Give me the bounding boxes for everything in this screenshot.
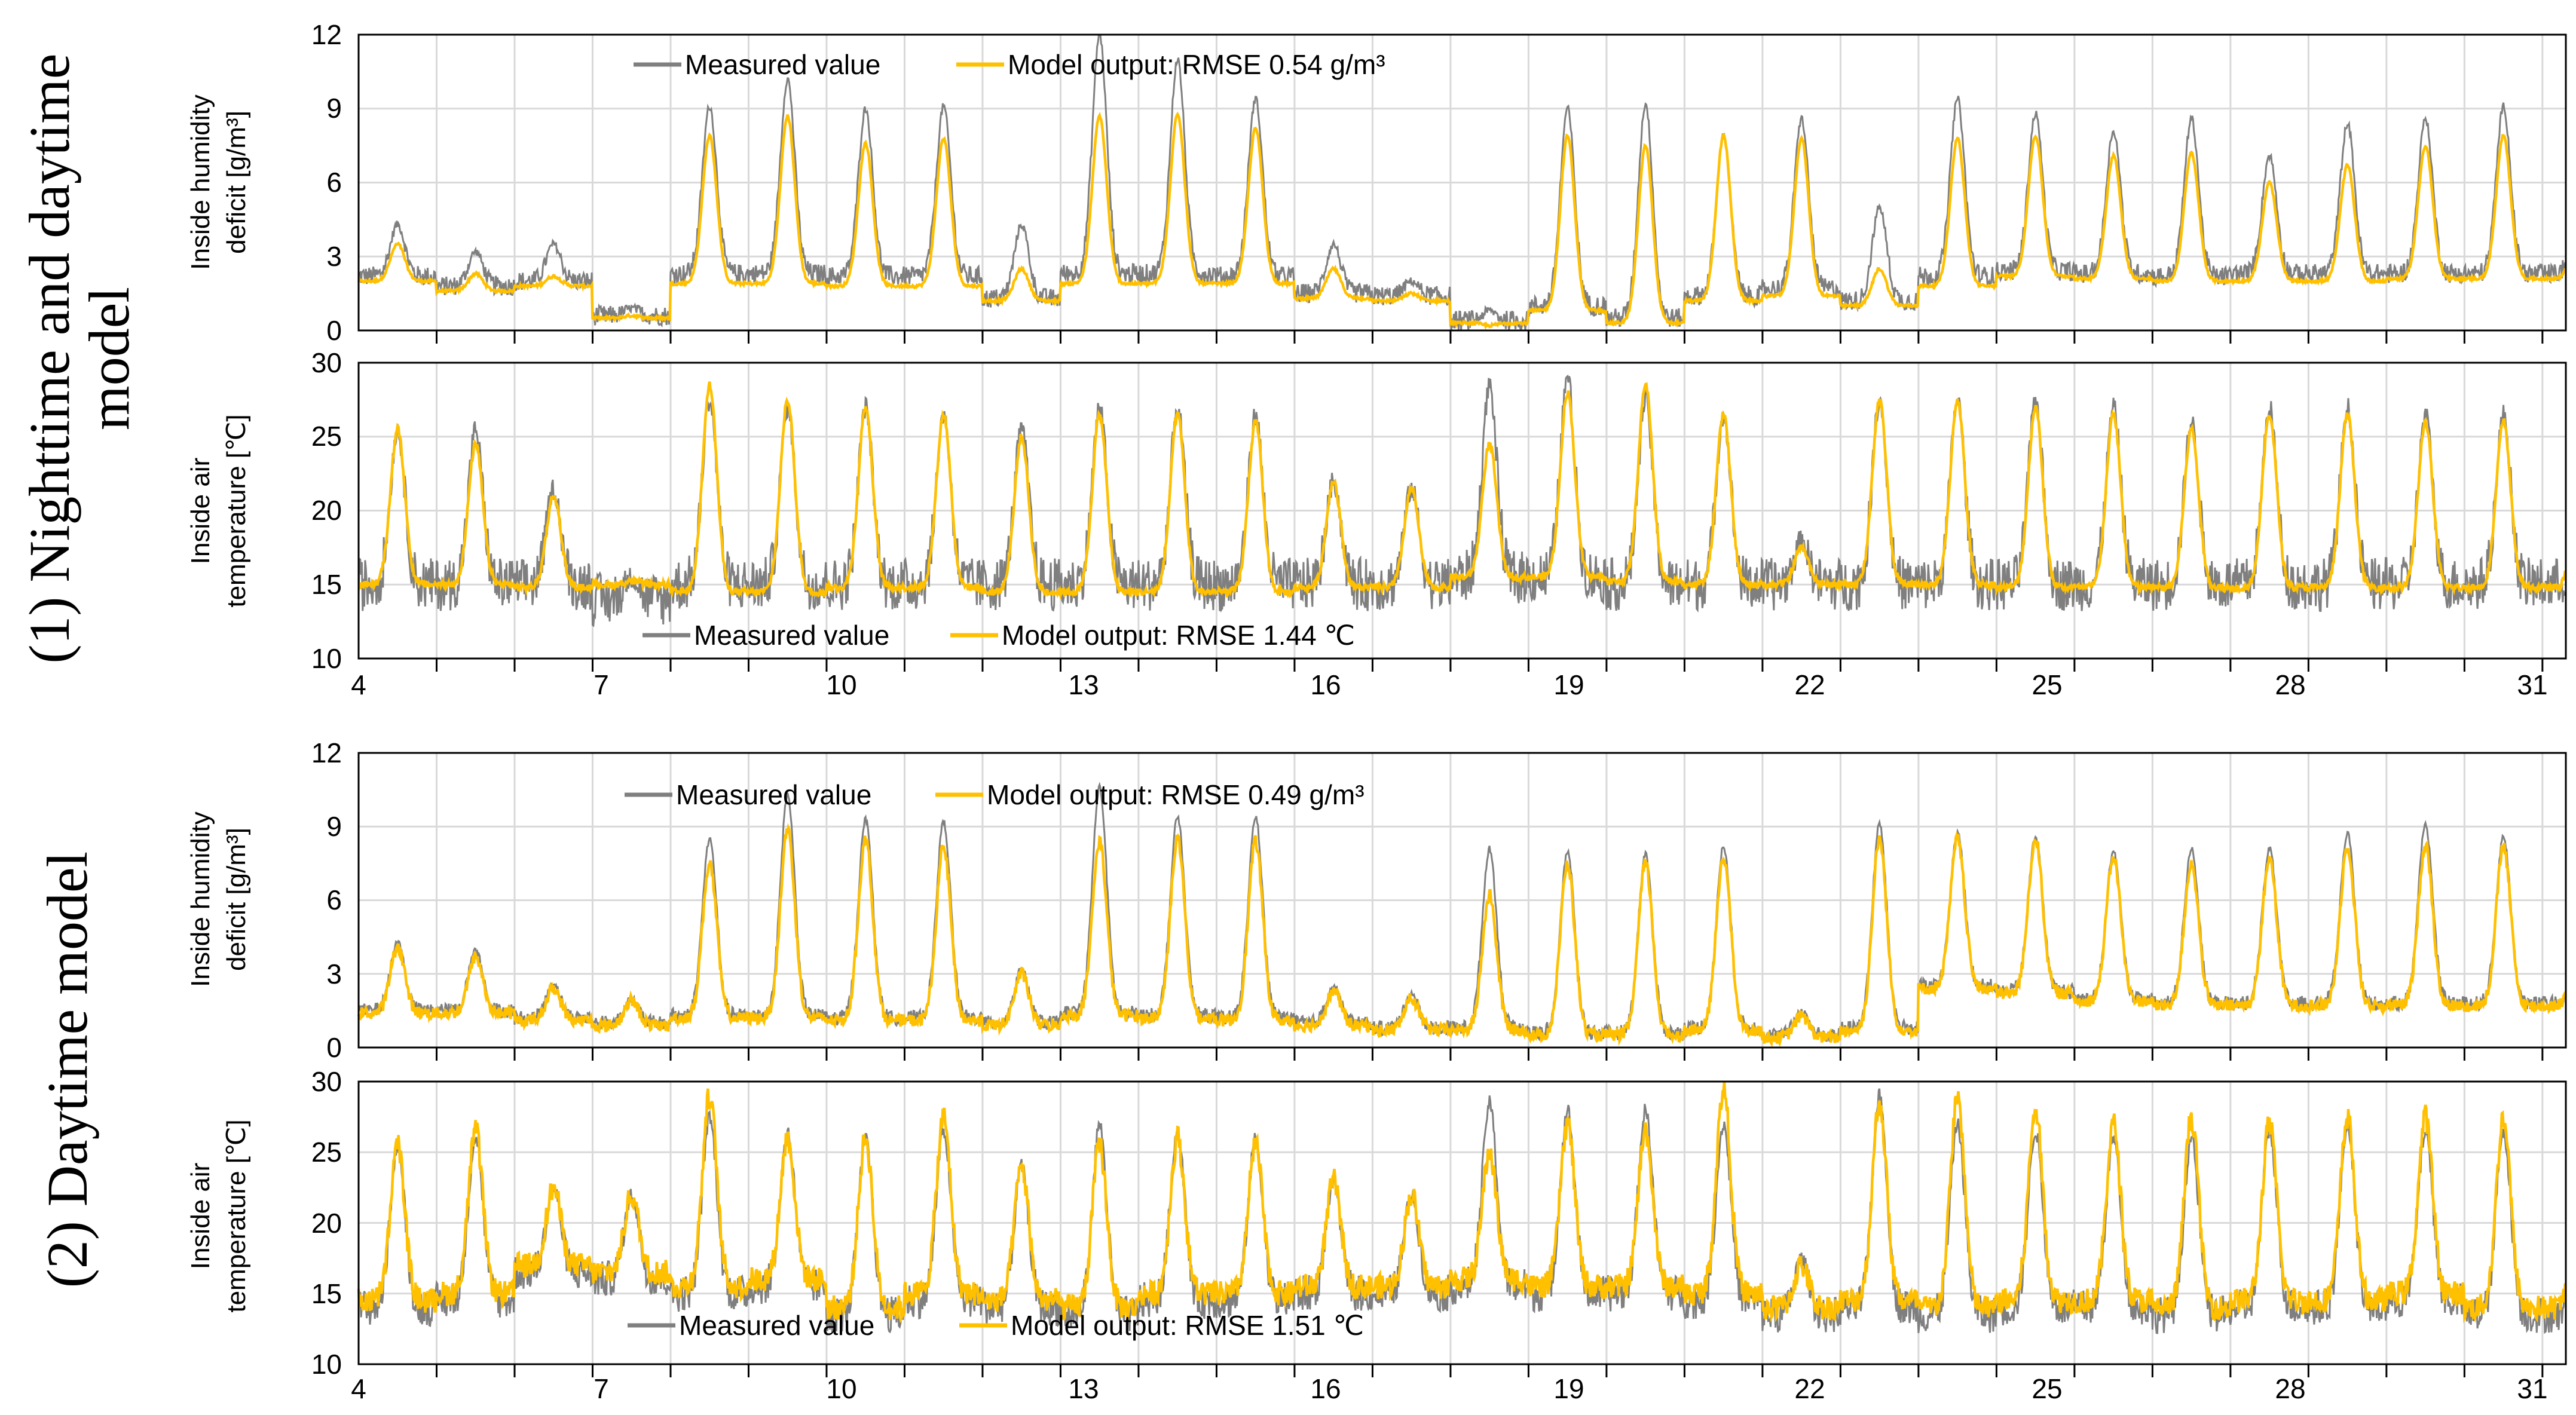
panel-2-xtick-13: 13 (1068, 669, 1099, 700)
panel-1-model-line (357, 111, 2567, 330)
panel-1-series (357, 33, 2567, 331)
panel-4-x-ticks: 4 7 10 13 16 19 22 25 28 31 (351, 1373, 2547, 1404)
panel-2-series (357, 374, 2567, 627)
panel-2-legend: Measured value Model output: RMSE 1.44 ℃ (643, 620, 1355, 651)
panel-4-series (357, 1081, 2567, 1334)
panel-2-ylabel-line2: temperature [℃] (222, 414, 251, 607)
panel-4-legend: Measured value Model output: RMSE 1.51 ℃ (628, 1310, 1364, 1341)
panel-1-grid (359, 35, 2566, 344)
panel-1-legend-model-label: Model output: RMSE 0.54 g/m³ (1008, 49, 1385, 80)
panel-3-humidity-deficit: Inside humidity deficit [g/m³] 0 3 6 9 1… (186, 737, 2567, 1063)
panel-2-ytick-0: 10 (311, 643, 342, 674)
panel-4-xtick-28: 28 (2275, 1373, 2305, 1404)
panel-2-xtick-22: 22 (1794, 669, 1825, 700)
panel-2-model-line (357, 381, 2567, 601)
panel-4-xtick-22: 22 (1794, 1373, 1825, 1404)
panel-2-xtick-4: 4 (351, 669, 366, 700)
panel-2-ytick-1: 15 (311, 569, 342, 600)
panel-1-ytick-2: 6 (326, 167, 342, 198)
panel-4-ytick-3: 25 (311, 1137, 342, 1168)
panel-4-ylabel-line2: temperature [℃] (222, 1119, 251, 1312)
section-2-label: (2) Daytime model (35, 852, 99, 1288)
panel-4-xtick-25: 25 (2032, 1373, 2062, 1404)
panel-3-ytick-4: 12 (311, 737, 342, 768)
section-1-label-line1: (1) Nighttime and daytime (17, 53, 81, 663)
panel-2-xtick-25: 25 (2032, 669, 2062, 700)
panel-4-ytick-2: 20 (311, 1208, 342, 1239)
panel-3-legend: Measured value Model output: RMSE 0.49 g… (625, 779, 1365, 810)
panel-4-xtick-31: 31 (2517, 1373, 2547, 1404)
panel-1-humidity-deficit: Inside humidity deficit [g/m³] 0 3 6 9 1… (186, 19, 2567, 346)
panel-1-legend: Measured value Model output: RMSE 0.54 g… (634, 49, 1385, 80)
panel-4-ylabel-line1: Inside air (186, 1163, 215, 1270)
panel-3-model-line (357, 823, 2566, 1048)
panel-2-legend-measured-label: Measured value (694, 620, 889, 651)
section-1-label-line2: model (77, 287, 141, 430)
panel-3-y-ticks: 0 3 6 9 12 (311, 737, 342, 1063)
panel-2-xtick-10: 10 (826, 669, 856, 700)
panel-2-xtick-16: 16 (1310, 669, 1341, 700)
panel-3-ylabel-line2: deficit [g/m³] (222, 828, 251, 971)
panel-1-ytick-4: 12 (311, 19, 342, 50)
panel-3-ytick-1: 3 (326, 958, 342, 990)
panel-3-ytick-0: 0 (326, 1032, 342, 1063)
panel-1-frame (357, 33, 2567, 332)
panel-2-ytick-3: 25 (311, 421, 342, 452)
panel-2-legend-model-label: Model output: RMSE 1.44 ℃ (1002, 620, 1355, 651)
panel-3-legend-measured-label: Measured value (676, 779, 871, 810)
panel-2-ylabel-line1: Inside air (186, 458, 215, 565)
panel-2-grid (359, 363, 2566, 672)
panel-4-frame (357, 1080, 2567, 1365)
panel-3-ytick-2: 6 (326, 884, 342, 915)
panel-4-ytick-0: 10 (311, 1349, 342, 1380)
panel-2-xtick-7: 7 (593, 669, 609, 700)
panel-3-frame (357, 752, 2567, 1049)
panel-4-xtick-16: 16 (1310, 1373, 1341, 1404)
panel-1-ytick-3: 9 (326, 93, 342, 124)
panel-4-xtick-19: 19 (1553, 1373, 1584, 1404)
panel-4-y-ticks: 10 15 20 25 30 (311, 1066, 342, 1380)
panel-1-y-ticks: 0 3 6 9 12 (311, 19, 342, 346)
panel-4-legend-model-label: Model output: RMSE 1.51 ℃ (1011, 1310, 1364, 1341)
panel-4-legend-measured-label: Measured value (679, 1310, 874, 1341)
panel-4-xtick-4: 4 (351, 1373, 366, 1404)
panel-2-x-ticks: 4 7 10 13 16 19 22 25 28 31 (351, 669, 2547, 700)
panel-4-xtick-13: 13 (1068, 1373, 1099, 1404)
panel-2-xtick-31: 31 (2517, 669, 2547, 700)
panel-3-ytick-3: 9 (326, 811, 342, 842)
panel-3-series (357, 782, 2566, 1048)
panel-1-measured-line (358, 33, 2566, 331)
panel-1-legend-measured-label: Measured value (685, 49, 880, 80)
panel-3-legend-model-label: Model output: RMSE 0.49 g/m³ (987, 779, 1365, 810)
panel-4-air-temperature: Inside air temperature [℃] 10 15 20 25 3… (186, 1066, 2567, 1404)
panel-4-ytick-1: 15 (311, 1278, 342, 1309)
panel-4-model-line (357, 1081, 2567, 1324)
panel-4-ytick-4: 30 (311, 1066, 342, 1097)
panel-2-air-temperature: Inside air temperature [℃] 10 15 20 25 3… (186, 347, 2567, 700)
panel-2-xtick-19: 19 (1553, 669, 1584, 700)
panel-1-ytick-1: 3 (326, 241, 342, 272)
panel-1-ylabel-line2: deficit [g/m³] (222, 111, 251, 254)
panel-1-ytick-0: 0 (326, 315, 342, 346)
panel-2-ytick-2: 20 (311, 495, 342, 526)
panel-2-xtick-28: 28 (2275, 669, 2305, 700)
panel-4-xtick-7: 7 (593, 1373, 609, 1404)
panel-2-y-ticks: 10 15 20 25 30 (311, 347, 342, 674)
panel-1-ylabel-line1: Inside humidity (186, 94, 215, 269)
panel-3-ylabel-line1: Inside humidity (186, 811, 215, 987)
panel-2-ytick-4: 30 (311, 347, 342, 378)
panel-2-frame (357, 362, 2567, 660)
panel-4-xtick-10: 10 (826, 1373, 856, 1404)
